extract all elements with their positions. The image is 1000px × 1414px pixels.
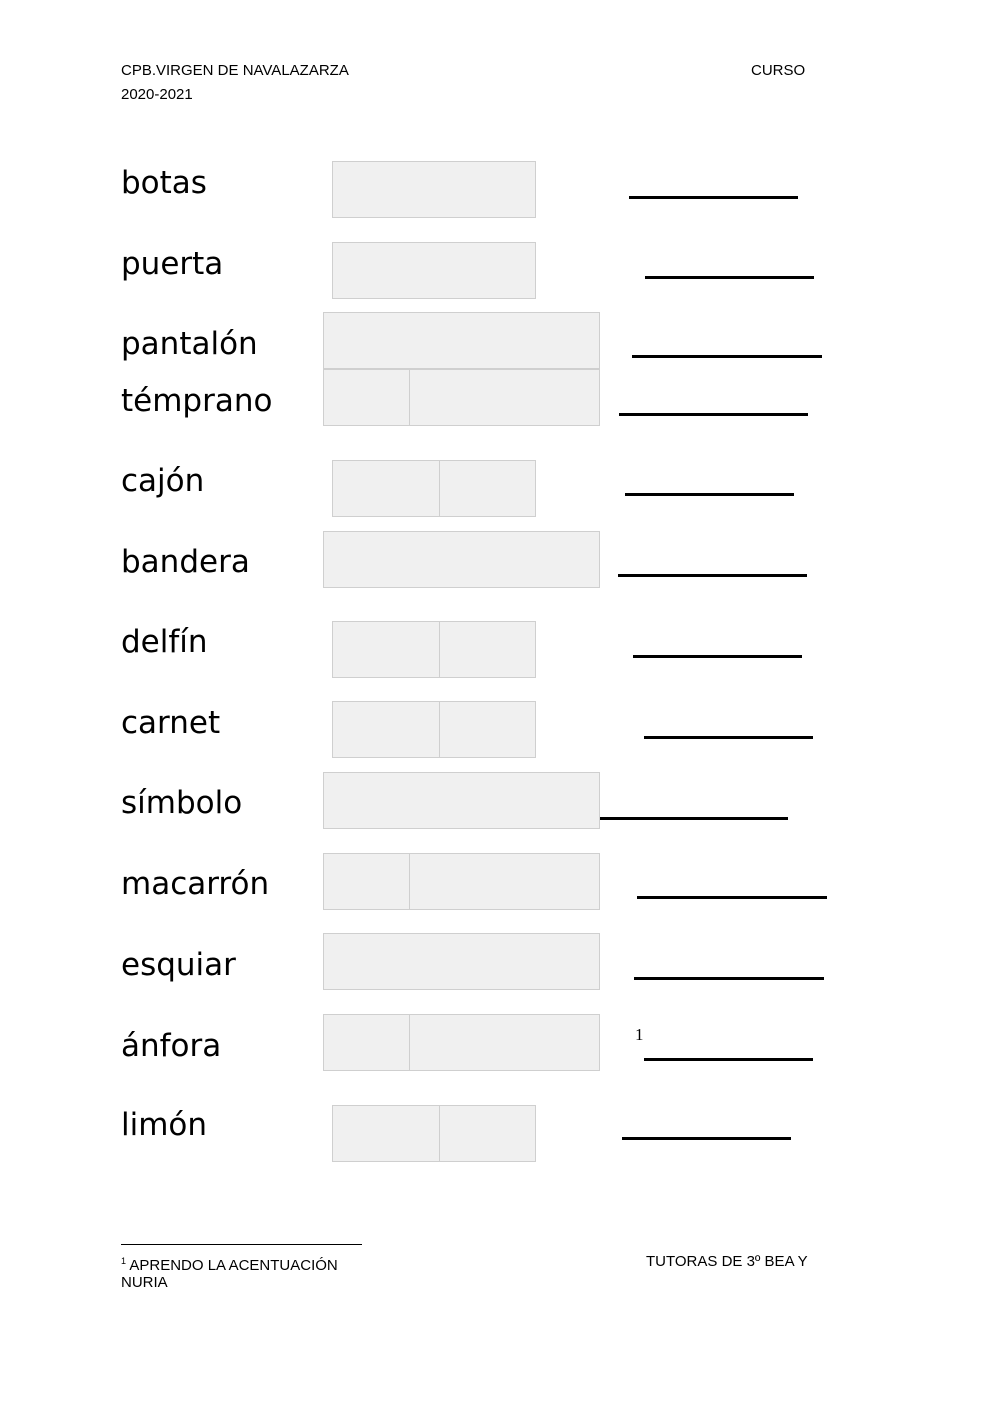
syllable-divider (409, 370, 410, 425)
syllable-box[interactable] (332, 242, 536, 299)
answer-line[interactable] (629, 196, 798, 199)
syllable-box[interactable] (332, 621, 536, 678)
syllable-divider (439, 1106, 440, 1161)
syllable-box[interactable] (332, 460, 536, 517)
syllable-divider (439, 702, 440, 757)
word-4: cajón (121, 463, 205, 499)
answer-line[interactable] (622, 1137, 791, 1140)
answer-line[interactable] (619, 413, 808, 416)
school-year: 2020-2021 (121, 86, 193, 103)
answer-line[interactable] (645, 276, 814, 279)
syllable-divider (439, 461, 440, 516)
syllable-box[interactable] (323, 853, 600, 910)
word-7: carnet (121, 705, 221, 741)
answer-line[interactable] (632, 355, 822, 358)
word-2: pantalón (121, 326, 258, 362)
syllable-divider (439, 622, 440, 677)
word-10: esquiar (121, 947, 236, 983)
syllable-divider (409, 1015, 410, 1070)
syllable-box[interactable] (323, 369, 600, 426)
syllable-box[interactable] (332, 161, 536, 218)
word-12: limón (121, 1107, 208, 1143)
syllable-box[interactable] (323, 772, 600, 829)
answer-line[interactable] (644, 1058, 813, 1061)
word-6: delfín (121, 624, 208, 660)
answer-line[interactable] (633, 655, 802, 658)
syllable-box[interactable] (323, 933, 600, 990)
word-3: témprano (121, 383, 273, 419)
answer-line[interactable] (625, 493, 794, 496)
footnote-text: APRENDO LA ACENTUACIÓN (129, 1257, 338, 1274)
answer-line[interactable] (618, 574, 807, 577)
word-0: botas (121, 165, 207, 201)
word-5: bandera (121, 544, 250, 580)
answer-line[interactable] (644, 736, 813, 739)
answer-line[interactable] (634, 977, 824, 980)
footnote-marker: 1 (635, 1025, 644, 1044)
footnote-text-continued: NURIA (121, 1274, 168, 1291)
word-8: símbolo (121, 785, 243, 821)
footer-teachers: TUTORAS DE 3º BEA Y (646, 1253, 808, 1270)
word-1: puerta (121, 246, 224, 282)
syllable-box[interactable] (323, 312, 600, 369)
school-name: CPB.VIRGEN DE NAVALAZARZA (121, 62, 349, 79)
word-11: ánfora (121, 1028, 222, 1064)
footnote-number: 1 (121, 1256, 127, 1266)
word-9: macarrón (121, 866, 270, 902)
syllable-box[interactable] (323, 531, 600, 588)
syllable-box[interactable] (332, 701, 536, 758)
syllable-box[interactable] (332, 1105, 536, 1162)
answer-line[interactable] (600, 817, 788, 820)
syllable-divider (409, 854, 410, 909)
course-label: CURSO (751, 62, 806, 79)
answer-line[interactable] (637, 896, 827, 899)
syllable-box[interactable] (323, 1014, 600, 1071)
footnote-divider (121, 1244, 362, 1245)
footnote: 1 APRENDO LA ACENTUACIÓN (121, 1251, 338, 1276)
